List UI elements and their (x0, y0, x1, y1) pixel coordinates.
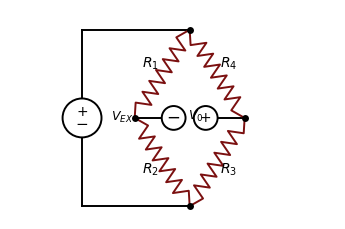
Text: −: − (76, 117, 88, 132)
Text: $V_{EX}$: $V_{EX}$ (111, 110, 133, 125)
Circle shape (62, 98, 101, 137)
Text: +: + (200, 111, 211, 125)
Text: $R_{4}$: $R_{4}$ (220, 56, 237, 72)
Circle shape (194, 106, 218, 130)
Text: $R_{1}$: $R_{1}$ (142, 56, 159, 72)
Text: +: + (76, 105, 88, 119)
Text: $R_{3}$: $R_{3}$ (220, 161, 237, 178)
Text: $V_0$: $V_0$ (188, 109, 204, 124)
Text: −: − (167, 109, 180, 127)
Text: $R_{2}$: $R_{2}$ (142, 161, 159, 178)
Circle shape (162, 106, 186, 130)
